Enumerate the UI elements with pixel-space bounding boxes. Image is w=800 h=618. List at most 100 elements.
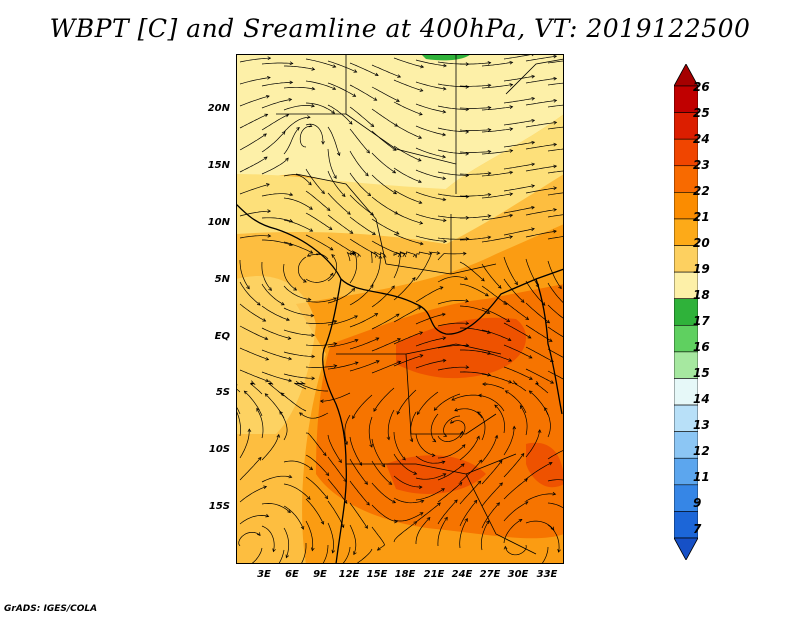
streamline-arrow xyxy=(267,56,272,61)
streamline xyxy=(239,183,270,195)
streamline-arrow xyxy=(442,197,447,202)
streamline xyxy=(415,517,431,544)
streamline-arrow xyxy=(310,547,315,552)
streamline-arrow xyxy=(442,176,447,181)
streamline-arrow xyxy=(263,485,268,490)
streamline xyxy=(261,327,291,339)
streamline-arrow xyxy=(344,441,348,446)
streamline xyxy=(327,60,357,73)
colorbar-label: 14 xyxy=(693,392,710,406)
streamline xyxy=(459,283,489,297)
streamline-arrow xyxy=(364,172,369,177)
streamline xyxy=(481,435,498,463)
streamline-arrow xyxy=(409,438,414,443)
streamline-arrow xyxy=(331,254,335,258)
lon-label: 21E xyxy=(423,569,445,580)
streamline xyxy=(322,544,329,564)
streamline-arrow xyxy=(310,313,315,318)
streamline-arrow xyxy=(460,430,464,435)
streamline xyxy=(349,502,368,529)
streamline xyxy=(349,253,358,284)
streamline-arrow xyxy=(465,299,470,303)
streamline xyxy=(349,337,379,350)
streamline-arrow xyxy=(370,123,375,128)
streamline xyxy=(283,241,313,254)
streamline xyxy=(349,524,357,555)
streamline xyxy=(547,348,564,359)
streamline-arrow xyxy=(280,392,285,397)
streamline-arrow xyxy=(266,75,271,80)
lat-label: 5N xyxy=(214,274,230,285)
streamline xyxy=(393,145,422,162)
streamline xyxy=(261,525,275,552)
streamline-arrow xyxy=(454,499,458,504)
streamline-arrow xyxy=(550,526,555,531)
colorbar-label: 26 xyxy=(693,80,710,94)
streamline-arrow xyxy=(293,287,298,291)
streamline xyxy=(349,313,378,328)
streamline-arrow xyxy=(306,496,311,500)
lon-label: 27E xyxy=(479,569,501,580)
streamline xyxy=(481,460,503,485)
streamline-arrow xyxy=(395,313,400,318)
streamline-arrow xyxy=(288,97,293,102)
streamline xyxy=(415,81,446,90)
streamline-arrow xyxy=(331,110,336,114)
streamline xyxy=(305,102,335,114)
streamline-arrow xyxy=(486,310,491,314)
streamline-arrow xyxy=(497,285,502,289)
streamline xyxy=(451,394,483,401)
field-24 xyxy=(396,317,526,379)
streamline-arrow xyxy=(247,428,252,433)
streamline-arrow xyxy=(531,227,535,232)
streamline xyxy=(371,240,400,255)
streamline-arrow xyxy=(348,120,353,125)
lon-label: 18E xyxy=(394,569,416,580)
streamline-arrow xyxy=(288,474,293,479)
streamline xyxy=(477,411,486,441)
streamline-arrow xyxy=(369,443,373,448)
streamline-arrow xyxy=(276,433,281,438)
streamline-arrow xyxy=(392,147,397,151)
streamline xyxy=(459,261,485,282)
streamline-arrow xyxy=(308,181,312,186)
streamline xyxy=(283,483,311,500)
streamline-arrow xyxy=(418,135,423,139)
streamline-arrow xyxy=(487,372,492,377)
streamline-arrow xyxy=(311,333,315,338)
streamline xyxy=(283,460,313,470)
streamline-arrow xyxy=(442,218,447,223)
streamline xyxy=(305,123,324,144)
streamline-arrow xyxy=(287,336,292,340)
streamline xyxy=(450,420,466,439)
streamline xyxy=(349,360,380,372)
streamline-arrow xyxy=(295,380,300,385)
streamline-arrow xyxy=(508,379,513,384)
streamline xyxy=(415,359,446,369)
streamline xyxy=(283,263,297,291)
streamline xyxy=(349,436,363,466)
streamline xyxy=(503,426,515,456)
streamline-arrow xyxy=(531,96,536,101)
streamline xyxy=(503,366,533,380)
streamline xyxy=(239,325,268,340)
streamline-arrow xyxy=(336,152,341,157)
streamline-arrow xyxy=(487,61,492,65)
streamline-arrow xyxy=(256,301,261,306)
streamline-arrow xyxy=(289,61,294,66)
streamline-arrow xyxy=(553,229,557,234)
streamline xyxy=(525,230,557,238)
streamline xyxy=(239,210,271,217)
streamline-arrow xyxy=(465,151,470,156)
streamline-arrow xyxy=(518,518,523,523)
map-plot xyxy=(236,54,564,564)
streamline xyxy=(256,408,264,439)
streamline-arrow xyxy=(498,459,503,464)
streamline-arrow xyxy=(343,500,348,504)
streamline xyxy=(525,143,557,150)
country-borders xyxy=(276,54,564,555)
colorbar-label: 21 xyxy=(693,210,710,224)
streamline-arrow xyxy=(311,86,316,91)
streamline xyxy=(307,253,329,260)
streamline xyxy=(261,157,289,175)
